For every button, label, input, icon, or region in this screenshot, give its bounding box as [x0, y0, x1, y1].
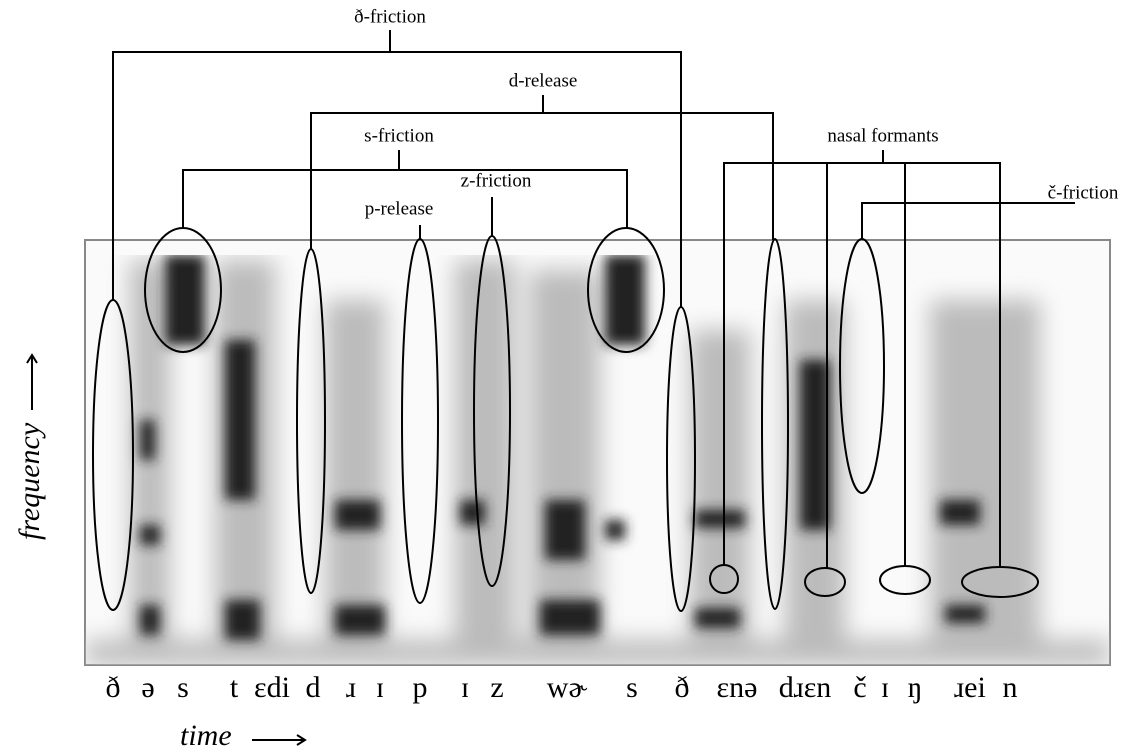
phoneme: s [626, 671, 638, 704]
annotation: d-release [509, 70, 578, 91]
phoneme: n [1003, 671, 1018, 704]
phoneme: ɛnə [717, 671, 758, 704]
x-axis-label: time [180, 719, 232, 752]
phoneme: ɪ [881, 671, 889, 704]
phoneme: č [853, 671, 866, 704]
phoneme: ð [675, 671, 690, 704]
spectrogram [85, 255, 1110, 665]
phoneme: ŋ [908, 671, 923, 704]
annotation: nasal formants [827, 125, 938, 146]
annotation: z-friction [461, 170, 532, 191]
d-release-bracket [311, 95, 773, 250]
annotation: s-friction [364, 125, 434, 146]
phoneme: ɪ [461, 671, 469, 704]
annotation: p-release [365, 198, 434, 219]
phoneme: ɪ [376, 671, 384, 704]
phoneme: z [490, 671, 503, 704]
phoneme: ɹei [954, 671, 986, 704]
arrow [252, 735, 305, 745]
phoneme: wɚ [547, 671, 588, 704]
arrow [27, 355, 37, 410]
phoneme: dɹɛn [779, 671, 832, 704]
phoneme: t [230, 671, 239, 704]
phoneme: ɛdi [254, 671, 290, 704]
annotation: ð-friction [354, 6, 426, 27]
phoneme: ɹ [346, 671, 356, 704]
phoneme: ə [141, 671, 154, 704]
annotation: č-friction [1048, 182, 1119, 203]
phoneme: d [306, 671, 321, 704]
y-axis-label: frequency [13, 422, 46, 540]
spectrogram-figure: ð-friction d-release s-friction z-fricti… [0, 0, 1135, 753]
y-axis-label-group: frequency [13, 355, 46, 540]
phoneme: s [177, 671, 189, 704]
ch-friction-bracket [862, 203, 1075, 240]
phoneme: ð [106, 671, 121, 704]
phoneme: p [413, 671, 428, 704]
